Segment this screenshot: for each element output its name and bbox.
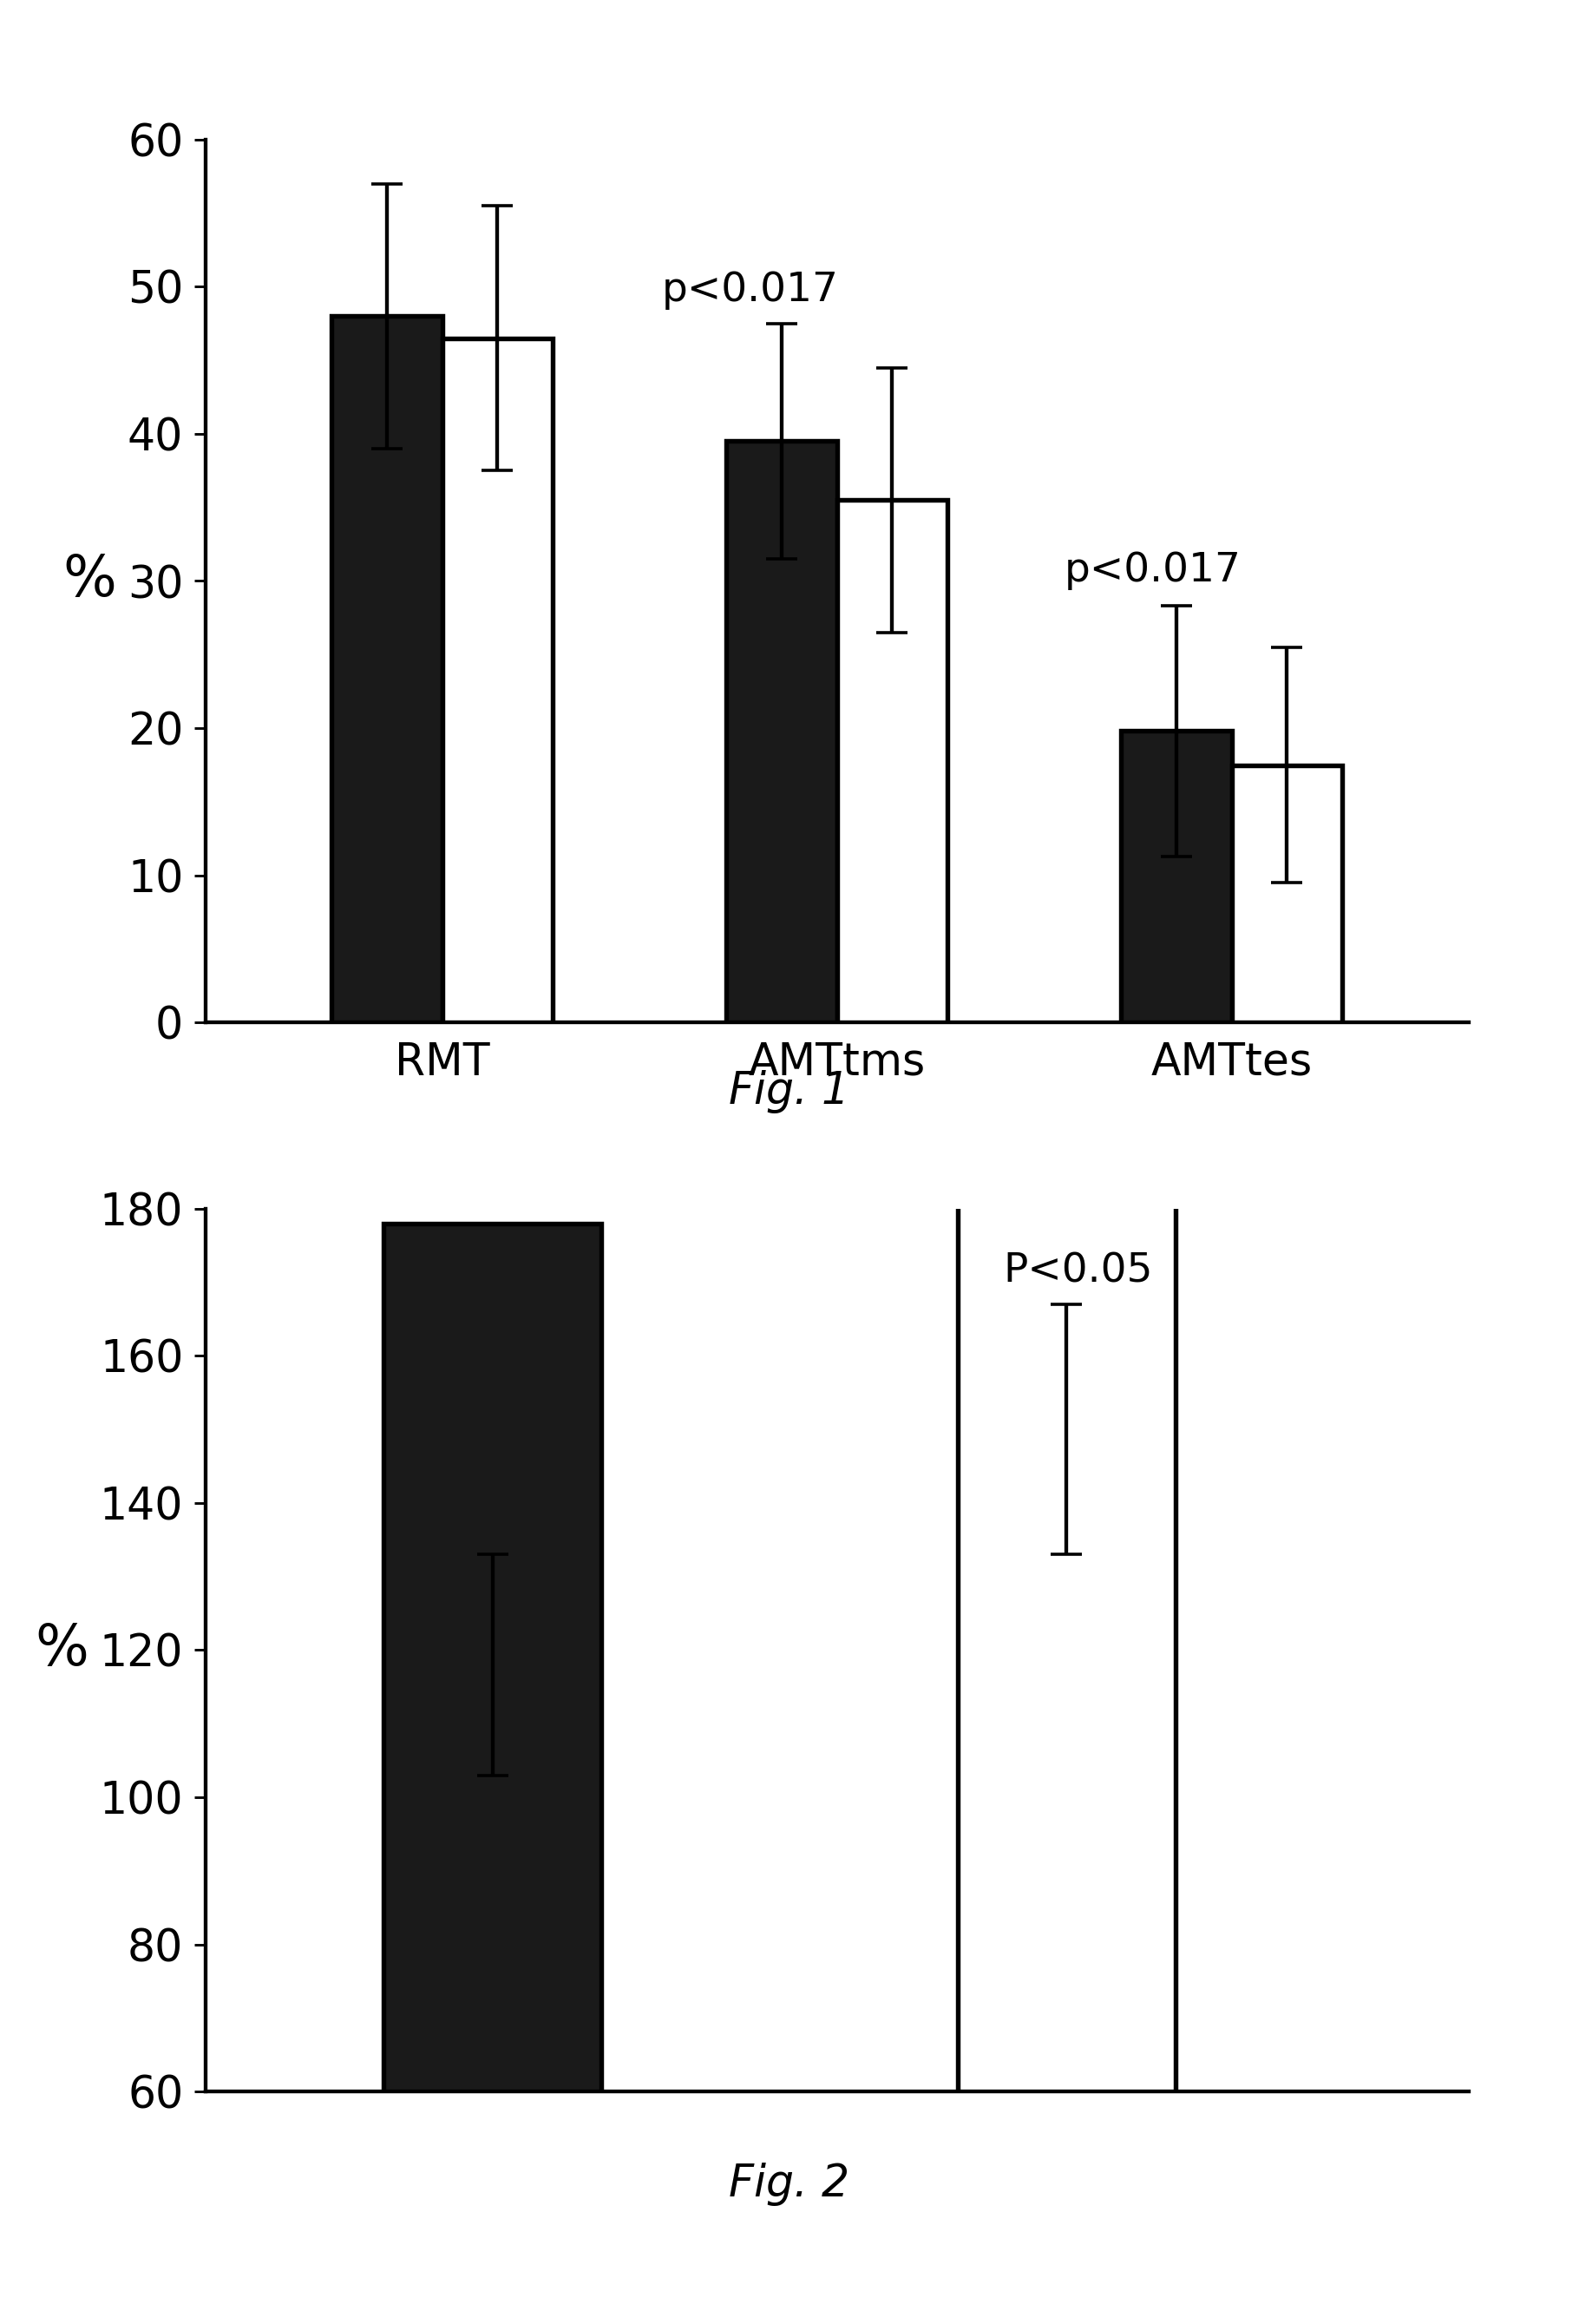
Y-axis label: %: % (35, 1622, 88, 1678)
Bar (1121, 732, 1232, 1023)
Text: Fig. 1: Fig. 1 (729, 1069, 850, 1113)
Text: Fig. 2: Fig. 2 (729, 2161, 850, 2205)
Text: p<0.017: p<0.017 (1064, 551, 1241, 590)
Text: p<0.017: p<0.017 (662, 272, 838, 309)
Bar (957, 988, 1176, 2092)
Bar (442, 337, 553, 1023)
Bar (384, 1222, 602, 2092)
Y-axis label: %: % (63, 553, 117, 609)
Bar (726, 442, 837, 1023)
Bar (332, 316, 442, 1023)
Bar (1232, 765, 1342, 1023)
Text: P<0.05: P<0.05 (1003, 1253, 1153, 1290)
Bar (837, 500, 947, 1023)
